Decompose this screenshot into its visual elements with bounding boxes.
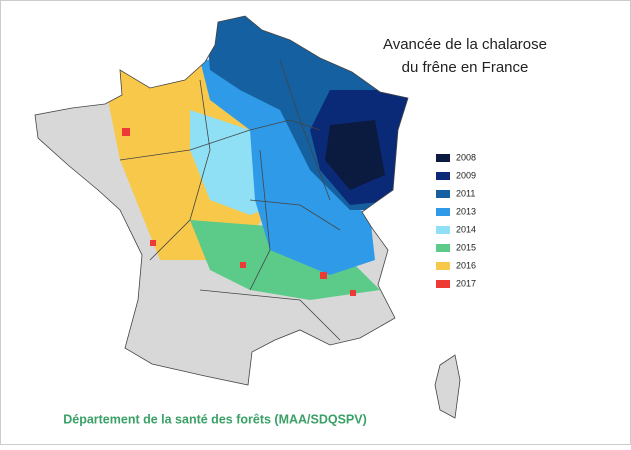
legend-label: 2008: [456, 152, 476, 162]
legend-swatch: [436, 262, 450, 270]
legend-swatch: [436, 172, 450, 180]
legend-swatch: [436, 280, 450, 288]
spread-regions: [100, 16, 408, 300]
region-2008: [325, 120, 385, 190]
cell-2017: [350, 290, 356, 296]
legend-swatch: [436, 190, 450, 198]
region-2015: [190, 220, 380, 300]
legend-label: 2013: [456, 206, 476, 216]
region-2013: [200, 60, 375, 275]
corsica: [434, 354, 461, 419]
footer: Département de la santé des forêts (MAA/…: [63, 412, 367, 426]
region-borders: [34, 15, 409, 386]
france-map: [34, 15, 461, 419]
legend-swatch: [436, 244, 450, 252]
title-line: du frêne en France: [402, 59, 529, 76]
cell-2017: [150, 240, 156, 246]
legend-label: 2016: [456, 260, 476, 270]
legend-label: 2014: [456, 224, 476, 234]
cell-2017: [320, 272, 327, 279]
legend-swatch: [436, 208, 450, 216]
legend-label: 2017: [456, 278, 476, 288]
cell-2017: [240, 262, 246, 268]
legend-swatch: [436, 154, 450, 162]
legend-label: 2009: [456, 170, 476, 180]
legend-swatch: [436, 226, 450, 234]
legend-label: 2015: [456, 242, 476, 252]
internal-borders: [119, 59, 341, 341]
title-line: Avancée de la chalarose: [383, 36, 547, 53]
cell-2017: [122, 128, 130, 136]
legend-label: 2011: [456, 188, 475, 198]
legend: 2008 2009 2011 2013 2014 2015 2016 2017: [436, 152, 476, 288]
